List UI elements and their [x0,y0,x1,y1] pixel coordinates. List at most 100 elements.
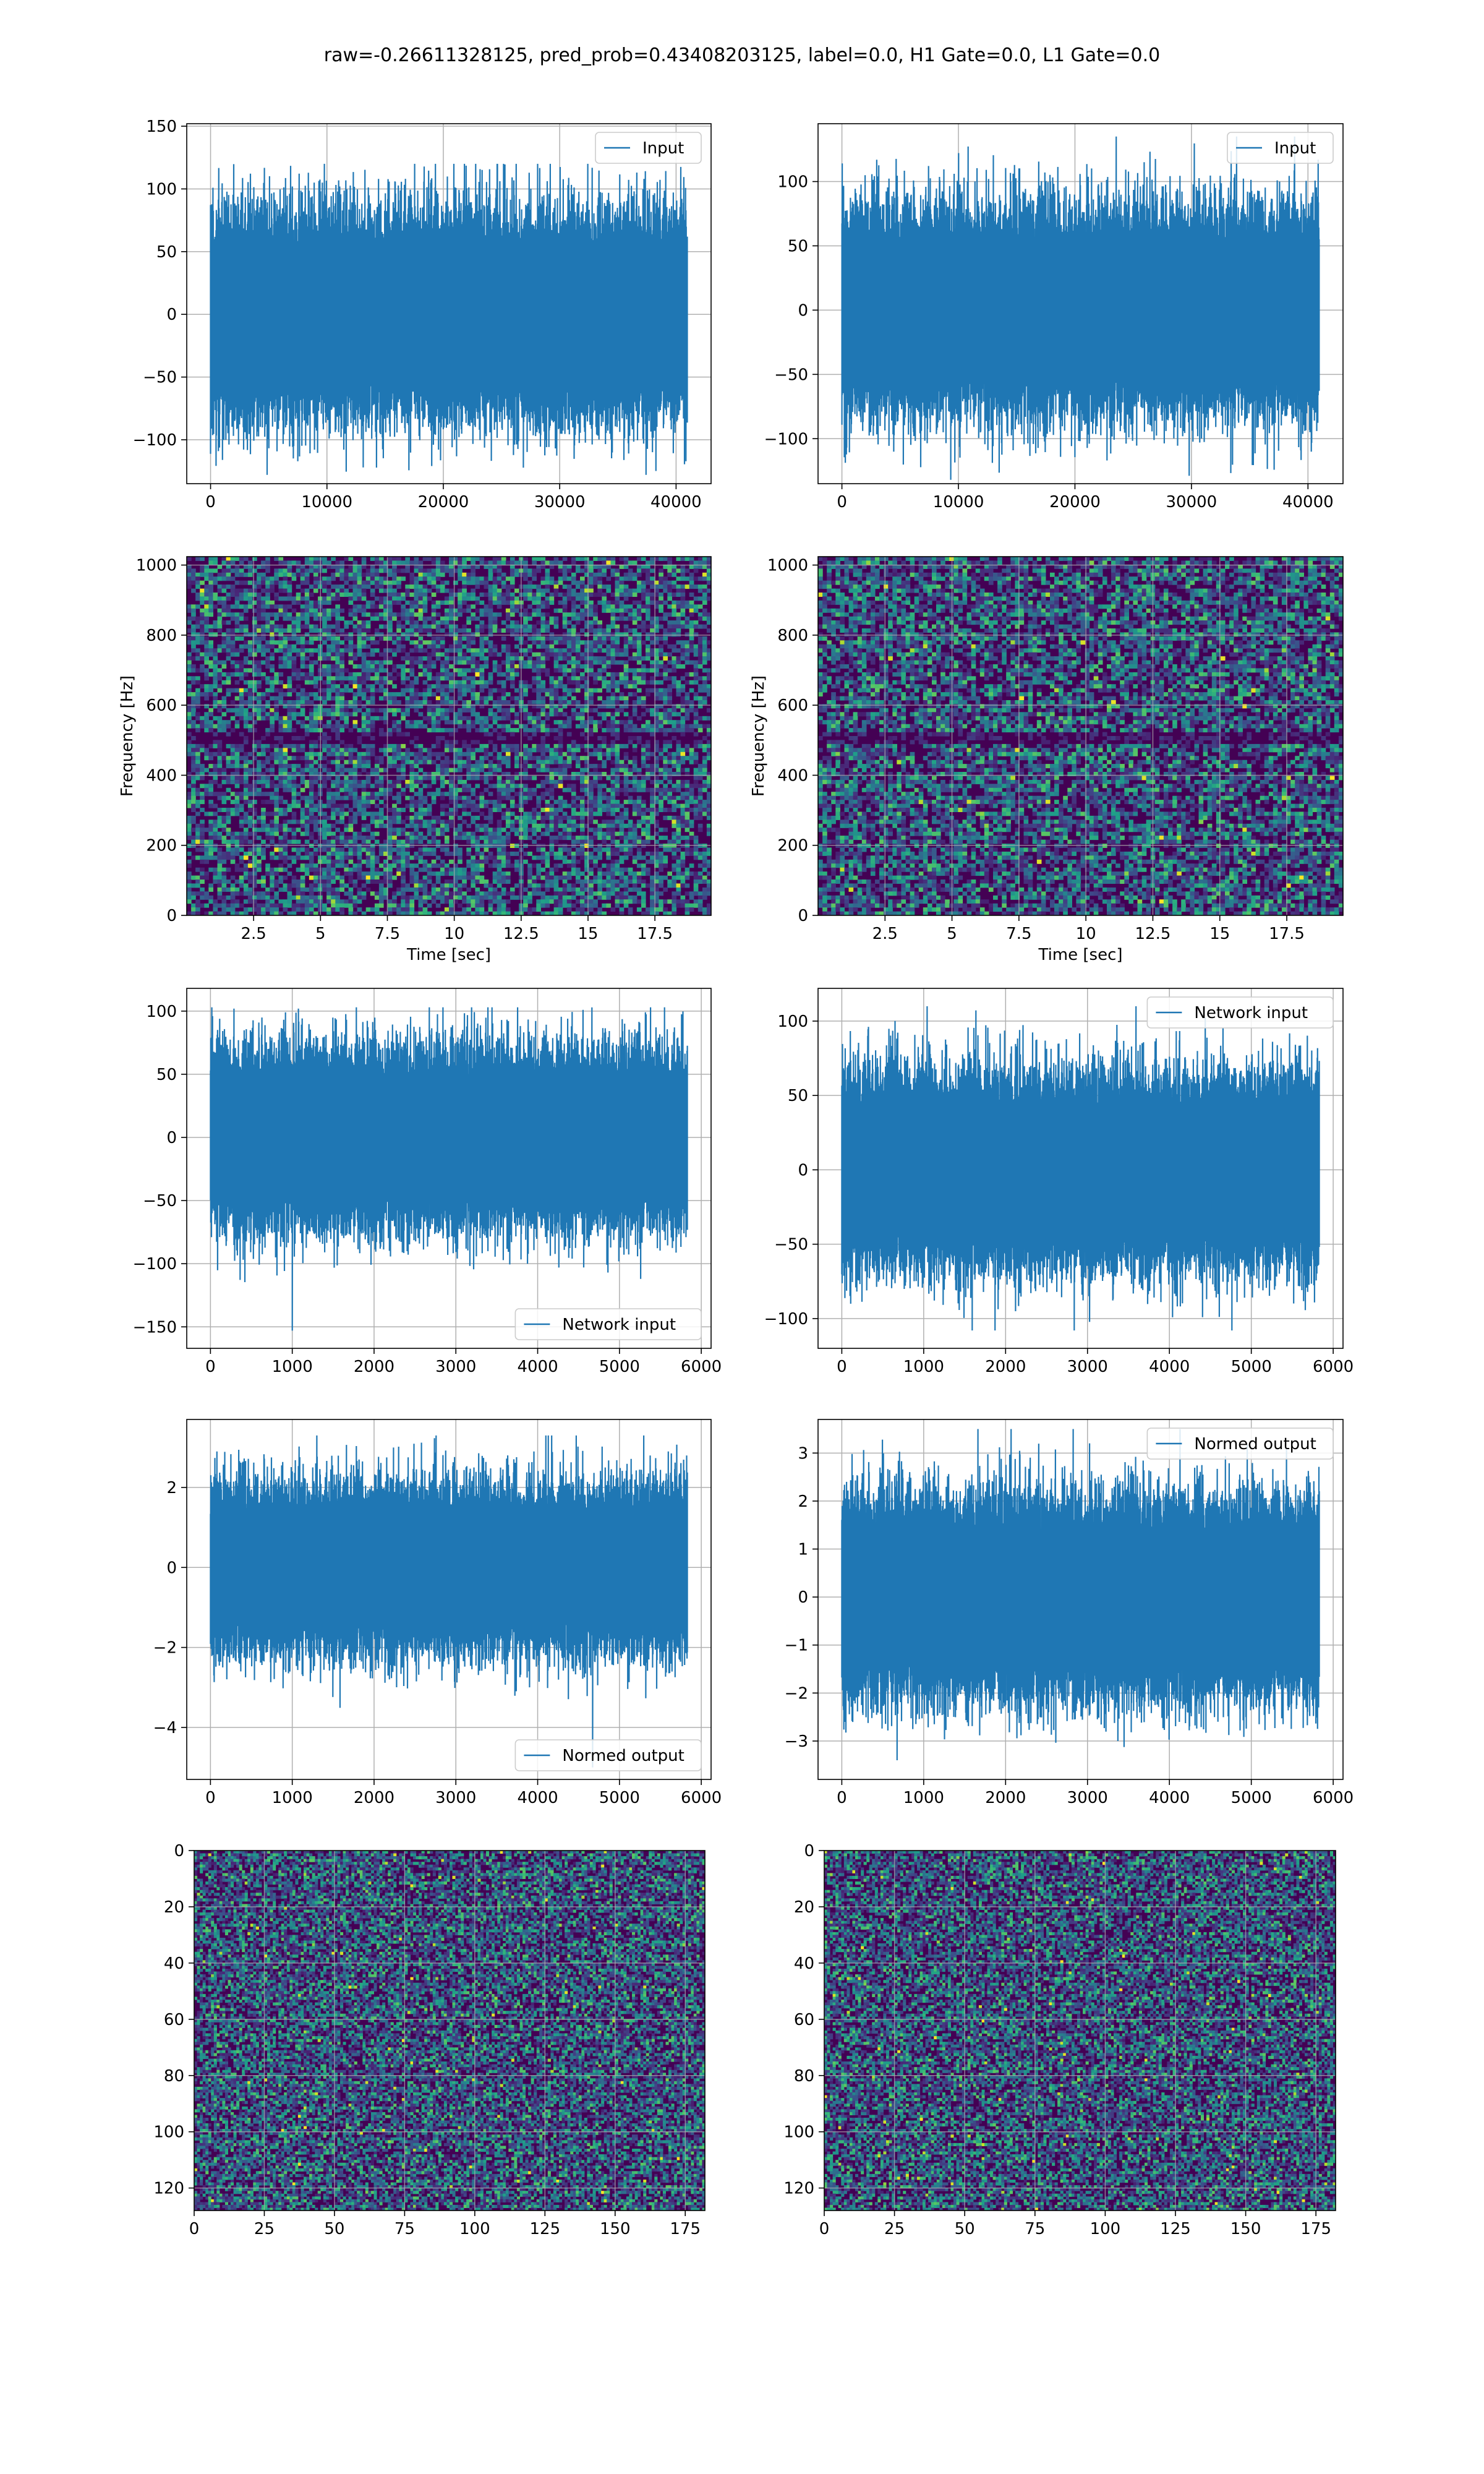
heatmap-cell [492,648,498,653]
heatmap-cell [650,636,655,641]
heatmap-cell [571,668,576,673]
heatmap-cell [427,616,432,621]
heatmap-cell [706,748,711,753]
heatmap-cell [361,656,367,661]
heatmap-cell [584,572,589,577]
heatmap-cell [466,704,471,709]
heatmap-cell [693,560,699,565]
heatmap-cell [326,652,331,657]
heatmap-cell [619,652,625,657]
heatmap-cell [396,648,401,653]
heatmap-cell [488,740,493,745]
heatmap-cell [597,564,602,569]
heatmap-cell [374,672,380,677]
heatmap-cell [221,620,227,625]
heatmap-cell [667,660,672,665]
heatmap-cell [352,560,358,565]
heatmap-cell [453,557,458,561]
heatmap-cell [239,580,244,585]
heatmap-cell [680,751,686,756]
heatmap-cell [296,700,301,704]
heatmap-cell [335,616,340,621]
heatmap-cell [195,751,200,756]
heatmap-cell [676,756,681,761]
heatmap-cell [374,660,380,665]
heatmap-cell [571,756,576,761]
heatmap-cell [484,724,489,729]
heatmap-cell [659,584,663,589]
heatmap-cell [553,784,559,789]
heatmap-cell [418,800,424,805]
heatmap-cell [422,596,428,601]
heatmap-cell [641,676,646,681]
heatmap-cell [348,640,354,645]
heatmap-cell [296,764,301,769]
heatmap-cell [628,772,633,776]
heatmap-cell [575,593,581,597]
heatmap-cell [505,624,511,629]
heatmap-cell [479,768,485,773]
heatmap-cell [492,576,498,581]
heatmap-cell [230,648,236,653]
heatmap-cell [663,760,668,764]
x-tick-label: 40000 [650,493,702,511]
heatmap-cell [654,628,659,633]
heatmap-cell [331,728,336,733]
heatmap-cell [226,779,231,784]
heatmap-cell [357,584,362,589]
heatmap-cell [654,624,659,629]
heatmap-cell [527,588,532,593]
heatmap-cell [706,795,711,800]
heatmap-cell [335,772,340,776]
heatmap-cell [610,593,616,597]
heatmap-cell [296,596,301,601]
heatmap-cell [247,728,253,733]
heatmap-cell [475,660,480,665]
heatmap-cell [427,576,432,581]
heatmap-cell [348,787,354,792]
heatmap-cell [414,584,419,589]
heatmap-cell [383,792,388,797]
heatmap-cell [195,604,200,609]
heatmap-cell [239,612,244,617]
heatmap-cell [663,764,668,769]
heatmap-cell [283,576,288,581]
heatmap-cell [339,652,344,657]
heatmap-cell [278,736,284,740]
heatmap-cell [388,608,393,613]
heatmap-cell [257,644,262,649]
heatmap-cell [378,612,384,617]
heatmap-cell [449,560,454,565]
heatmap-cell [287,588,292,593]
heatmap-cell [348,608,354,613]
heatmap-cell [575,632,581,637]
heatmap-cell [628,740,633,745]
heatmap-cell [553,760,559,764]
heatmap-cell [641,787,646,792]
heatmap-cell [475,580,480,585]
heatmap-cell [326,628,331,633]
heatmap-cell [532,700,537,704]
heatmap-cell [388,620,393,625]
heatmap-cell [654,580,659,585]
heatmap-cell [313,743,318,748]
heatmap-cell [654,648,659,653]
heatmap-cell [374,772,380,776]
heatmap-cell [680,708,686,713]
heatmap-cell [646,772,650,776]
heatmap-cell [435,688,441,693]
heatmap-cell [313,779,318,784]
heatmap-cell [257,787,262,792]
heatmap-cell [226,612,231,617]
heatmap-cell [331,557,336,561]
heatmap-cell [247,760,253,764]
heatmap-cell [226,724,231,729]
heatmap-cell [532,748,537,753]
heatmap-cell [549,688,555,693]
heatmap-cell [663,656,668,661]
heatmap-cell [646,612,650,617]
heatmap-cell [300,576,305,581]
heatmap-cell [697,724,703,729]
heatmap-cell [304,616,310,621]
heatmap-cell [684,604,690,609]
